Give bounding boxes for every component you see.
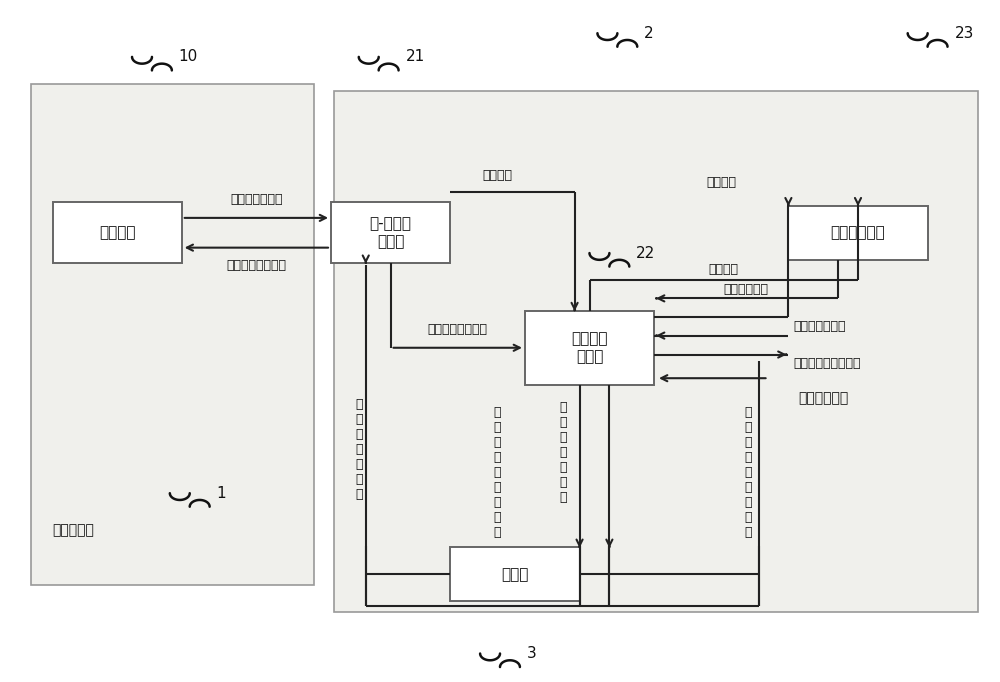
Text: 地面故障诊断: 地面故障诊断 [798,391,849,406]
Text: 地面端指令、数据: 地面端指令、数据 [226,259,286,272]
Bar [334,91,978,612]
Text: 钢轨打磨车: 钢轨打磨车 [53,523,94,537]
Bar [450,548,580,602]
Bar [525,310,654,385]
Bar [31,84,314,584]
Text: 查询、统计结果: 查询、统计结果 [793,321,846,333]
Text: 22: 22 [636,246,655,261]
Bar [788,206,928,260]
Text: 数据查询、统计指令: 数据查询、统计指令 [793,357,861,370]
Text: 1: 1 [217,486,226,501]
Text: 数
据
查
询
、
统
计
指
令: 数 据 查 询 、 统 计 指 令 [745,406,752,539]
Text: 客户机: 客户机 [501,567,529,582]
Text: 23: 23 [954,26,974,41]
Text: 故障数据: 故障数据 [706,175,736,188]
Text: 地面端指令、数据: 地面端指令、数据 [428,323,488,336]
Text: 故障数据: 故障数据 [709,263,739,276]
Text: 查
询
、
统
计
结
果: 查 询 、 统 计 结 果 [559,401,566,504]
Text: 2: 2 [644,26,654,41]
Text: 监
测
、
诊
断
指
令: 监 测 、 诊 断 指 令 [355,398,363,501]
Text: 车载装置: 车载装置 [99,225,135,240]
Text: 故障诊断结果: 故障诊断结果 [724,283,769,296]
Text: 数据库服务器: 数据库服务器 [831,225,885,240]
Text: 21: 21 [406,49,425,64]
Text: 监
测
数
据
及
诊
断
结
果: 监 测 数 据 及 诊 断 结 果 [493,406,501,539]
Bar [53,203,182,263]
Text: 监测数据: 监测数据 [483,168,513,182]
Text: 3: 3 [527,646,537,661]
Text: 车-地通信
服务器: 车-地通信 服务器 [370,217,412,249]
Bar [331,203,450,263]
Text: 故障诊断
服务器: 故障诊断 服务器 [571,331,608,364]
Text: 10: 10 [179,49,198,64]
Text: 诊断、监测数据: 诊断、监测数据 [230,194,283,207]
